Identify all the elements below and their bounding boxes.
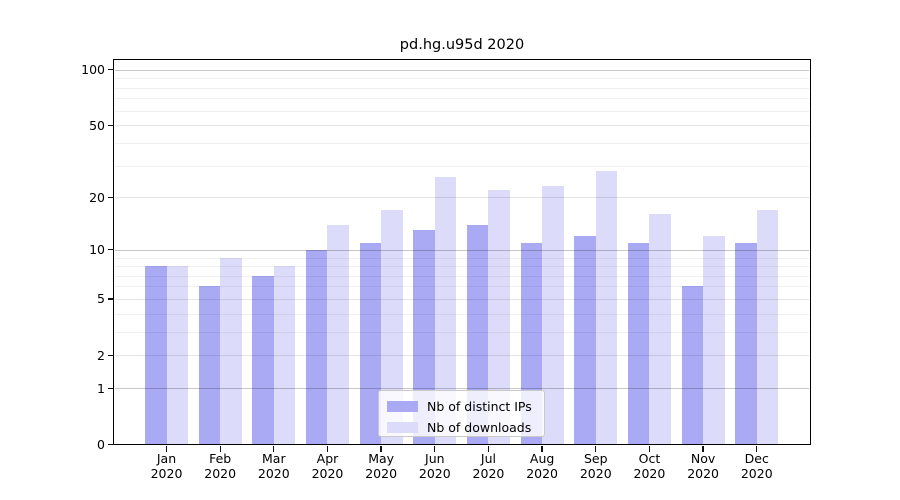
legend: Nb of distinct IPs Nb of downloads <box>378 390 545 437</box>
bar-downloads <box>327 224 349 445</box>
x-tick <box>595 446 597 452</box>
y-tick-label: 100 <box>81 62 105 78</box>
y-gridline-major <box>114 249 810 251</box>
y-gridline-minor <box>114 266 810 268</box>
y-tick-label: 5 <box>97 291 105 307</box>
bar-downloads <box>166 266 188 445</box>
bar-downloads <box>649 214 671 445</box>
x-tick-label: Feb 2020 <box>204 451 237 481</box>
y-gridline-minor <box>114 313 810 315</box>
bar-downloads <box>542 186 564 445</box>
bar-distinct-ips <box>198 286 221 445</box>
x-tick-label: Jun 2020 <box>418 451 451 481</box>
x-tick <box>702 446 704 452</box>
x-tick-label: Jul 2020 <box>472 451 505 481</box>
y-tick <box>107 354 114 356</box>
plot-frame <box>113 58 811 446</box>
y-gridline-minor <box>114 87 810 89</box>
y-gridline-minor <box>114 298 810 300</box>
legend-label: Nb of downloads <box>427 420 532 435</box>
bar-downloads <box>273 266 296 445</box>
y-tick <box>107 124 114 126</box>
x-tick-label: Jan 2020 <box>150 451 183 481</box>
bar-downloads <box>220 257 242 445</box>
x-tick <box>648 446 651 452</box>
y-gridline-minor <box>114 125 810 127</box>
x-tick-label: Nov 2020 <box>687 451 719 481</box>
y-gridline-minor <box>114 98 810 100</box>
bar-distinct-ips <box>574 236 596 445</box>
x-tick-label: Mar 2020 <box>257 451 290 481</box>
bar-downloads <box>381 209 403 445</box>
y-tick-label: 2 <box>97 347 105 363</box>
bar-downloads <box>595 171 618 445</box>
x-tick <box>380 446 382 452</box>
y-gridline-minor <box>114 331 810 333</box>
y-tick <box>107 249 114 251</box>
x-tick-label: Aug 2020 <box>526 451 559 481</box>
x-tick <box>273 446 275 452</box>
y-tick-label: 50 <box>89 117 105 133</box>
bar-distinct-ips <box>305 249 328 445</box>
y-gridline-minor <box>114 78 810 80</box>
y-gridline-minor <box>114 257 810 259</box>
y-gridline-minor <box>114 110 810 112</box>
y-gridline-minor <box>114 355 810 357</box>
y-gridline-major <box>114 388 810 390</box>
y-gridline-minor <box>114 197 810 199</box>
bar-downloads <box>488 189 510 445</box>
bar-distinct-ips <box>252 275 274 445</box>
y-tick-label: 1 <box>97 380 105 396</box>
x-tick <box>326 446 329 452</box>
bar-distinct-ips <box>735 242 757 445</box>
x-tick <box>541 446 543 452</box>
bar-downloads <box>756 209 779 445</box>
y-tick-label: 20 <box>89 189 105 205</box>
y-tick <box>107 298 114 300</box>
x-tick <box>487 446 490 452</box>
y-tick-label: 0 <box>97 437 105 452</box>
legend-label: Nb of distinct IPs <box>427 399 532 414</box>
x-tick-label: Oct 2020 <box>633 451 666 481</box>
legend-item-downloads: Nb of downloads <box>387 417 536 438</box>
bar-distinct-ips <box>145 266 167 445</box>
y-tick <box>107 387 114 389</box>
bar-distinct-ips <box>681 286 704 445</box>
bar-distinct-ips <box>466 224 489 445</box>
bar-downloads <box>434 176 457 445</box>
legend-item-distinct-ips: Nb of distinct IPs <box>387 396 536 417</box>
chart-title: pd.hg.u95d 2020 <box>399 37 525 53</box>
x-tick-label: May 2020 <box>365 451 398 481</box>
y-gridline-minor <box>114 142 810 144</box>
x-tick-label: Dec 2020 <box>740 451 773 481</box>
y-tick <box>107 443 114 446</box>
x-tick-label: Apr 2020 <box>311 451 344 481</box>
legend-swatch-downloads <box>387 422 418 433</box>
x-tick <box>219 446 221 452</box>
y-tick <box>107 69 114 71</box>
bar-downloads <box>703 236 725 445</box>
y-gridline-minor <box>114 286 810 288</box>
legend-swatch-distinct-ips <box>387 401 418 412</box>
y-tick-label: 10 <box>89 242 105 258</box>
x-tick <box>434 446 436 452</box>
y-gridline-major <box>114 69 810 71</box>
y-gridline-minor <box>114 275 810 277</box>
x-tick-label: Sep 2020 <box>579 451 612 481</box>
y-gridline-minor <box>114 165 810 167</box>
x-tick <box>756 446 758 452</box>
bar-distinct-ips <box>627 242 650 445</box>
y-tick <box>107 196 114 198</box>
bar-distinct-ips <box>359 242 382 445</box>
x-tick <box>165 446 168 452</box>
